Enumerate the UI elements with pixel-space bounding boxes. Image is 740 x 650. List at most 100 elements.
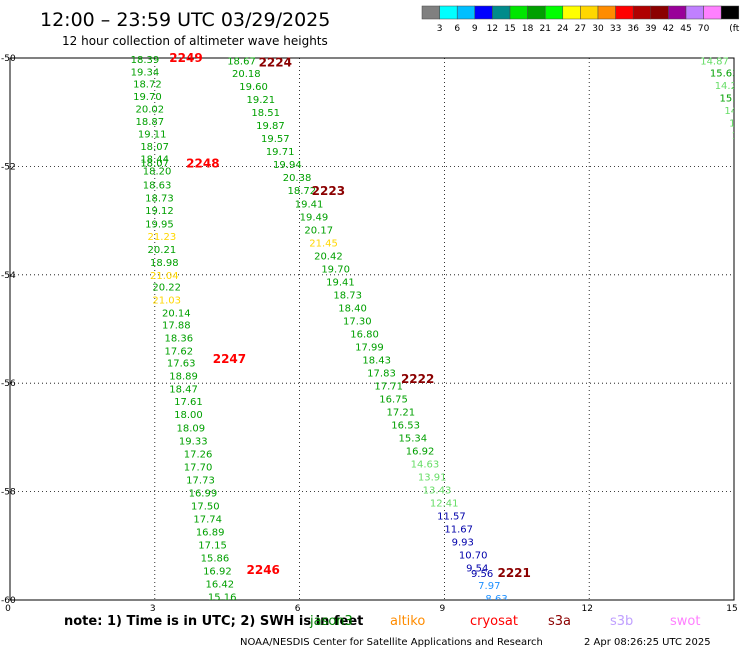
legend-swatch bbox=[421, 5, 440, 20]
wave-height-value: 19.94 bbox=[273, 160, 302, 171]
wave-height-value: 14.63 bbox=[411, 459, 440, 470]
legend-swatch bbox=[720, 5, 740, 20]
satellite-legend-item: s3a bbox=[548, 614, 571, 629]
legend-label: 42 bbox=[663, 24, 674, 34]
wave-height-value: 19.34 bbox=[131, 68, 160, 79]
footer-credit: NOAA/NESDIS Center for Satellite Applica… bbox=[240, 637, 543, 648]
wave-height-value: 8.63 bbox=[485, 594, 507, 605]
wave-height-value: 16.99 bbox=[189, 489, 218, 500]
wave-height-value: 18.47 bbox=[169, 385, 198, 396]
legend-unit: (ft) bbox=[729, 24, 740, 34]
satellite-legend: jason3 altiko cryosat s3a s3b swot bbox=[309, 614, 700, 629]
x-tick-label: 3 bbox=[150, 604, 156, 614]
wave-height-value: 15.86 bbox=[201, 554, 230, 565]
wave-height-value: 13.43 bbox=[423, 485, 452, 496]
footer-timestamp: 2 Apr 08:26:25 UTC 2025 bbox=[584, 637, 711, 648]
wave-height-value: 20.42 bbox=[314, 251, 343, 262]
wave-height-value: 18.98 bbox=[150, 258, 179, 269]
wave-height-value: 19.95 bbox=[145, 219, 174, 230]
wave-height-value: 19.70 bbox=[321, 264, 350, 275]
legend-swatch bbox=[615, 5, 634, 20]
y-tick-label: -54 bbox=[1, 271, 16, 281]
legend-swatch bbox=[562, 5, 581, 20]
legend-swatch bbox=[580, 5, 599, 20]
wave-height-value: 17.70 bbox=[184, 463, 213, 474]
plot-area: 0 3 6 9 12 15-50-52-54-56-58-60 18.3919.3418.… bbox=[1, 51, 740, 614]
track-labels: 2249 2224 2248 2223 2247 2222 2246 2221 bbox=[169, 51, 531, 580]
wave-height-value: 7.97 bbox=[478, 581, 500, 592]
legend-label: 6 bbox=[454, 24, 460, 34]
wave-height-value: 17.88 bbox=[162, 321, 191, 332]
wave-height-value: 9.56 bbox=[471, 569, 493, 580]
legend-swatch bbox=[597, 5, 616, 20]
wave-height-value: 20.22 bbox=[152, 283, 181, 294]
wave-height-value: 10.70 bbox=[459, 550, 488, 561]
wave-height-value: 17.71 bbox=[374, 381, 403, 392]
legend-label: 18 bbox=[522, 24, 534, 34]
wave-height-value: 15.34 bbox=[399, 433, 428, 444]
wave-height-value: 14.03 bbox=[724, 106, 740, 117]
grid-lines bbox=[9, 57, 735, 601]
wave-height-value: 18.72 bbox=[133, 79, 162, 90]
satellite-legend-item: swot bbox=[670, 614, 700, 629]
wave-height-value: 19.87 bbox=[256, 121, 285, 132]
wave-height-value: 19.71 bbox=[266, 147, 295, 158]
track-id-label: 2249 bbox=[169, 51, 202, 65]
wave-height-value: 18.40 bbox=[338, 303, 367, 314]
wave-height-value: 16.53 bbox=[391, 420, 420, 431]
legend-swatch bbox=[632, 5, 652, 20]
wave-height-value: 18.07 bbox=[140, 142, 169, 153]
legend-swatch bbox=[668, 5, 687, 20]
wave-height-value: 19.21 bbox=[247, 95, 276, 106]
plot-frame bbox=[9, 57, 735, 601]
y-tick-label: -52 bbox=[1, 162, 16, 172]
legend-swatch bbox=[650, 5, 669, 20]
wave-height-value: 17.63 bbox=[167, 359, 196, 370]
legend-label: 45 bbox=[680, 24, 691, 34]
wave-height-value: 12.41 bbox=[430, 498, 459, 509]
wave-height-value: 17.99 bbox=[355, 342, 384, 353]
track-id-label: 2248 bbox=[186, 157, 219, 171]
wave-height-value: 17.21 bbox=[386, 407, 415, 418]
wave-height-value: 16.75 bbox=[379, 394, 408, 405]
wave-height-value: 14. bbox=[732, 131, 740, 142]
track-id-label: 2222 bbox=[401, 372, 434, 386]
wave-height-value: 19.57 bbox=[261, 134, 290, 145]
wave-height-value: 19.49 bbox=[300, 212, 329, 223]
wave-height-value: 19.41 bbox=[326, 277, 355, 288]
legend-swatch bbox=[685, 5, 704, 20]
x-tick-label: 0 bbox=[5, 604, 11, 614]
wave-height-value: 19.33 bbox=[179, 437, 208, 448]
wave-height-value: 11.67 bbox=[444, 524, 473, 535]
wave-height-value: 19.41 bbox=[295, 199, 324, 210]
wave-height-value: 18.89 bbox=[169, 372, 198, 383]
wave-height-value: 18.44 bbox=[140, 154, 169, 165]
legend-label: 3 bbox=[437, 24, 443, 34]
legend-swatch bbox=[456, 5, 476, 20]
wave-height-value: 19.60 bbox=[239, 82, 268, 93]
wave-height-value: 20.38 bbox=[283, 173, 312, 184]
x-tick-label: 6 bbox=[295, 604, 301, 614]
wave-height-value: 18.36 bbox=[164, 334, 193, 345]
wave-height-value: 16.80 bbox=[350, 329, 379, 340]
track-id-label: 2247 bbox=[213, 352, 246, 366]
legend-label: 70 bbox=[698, 24, 710, 34]
track-id-label: 2224 bbox=[259, 55, 292, 69]
wave-height-value: 9.54 bbox=[466, 563, 488, 574]
wave-height-value: 18.09 bbox=[177, 424, 206, 435]
x-tick-label: 9 bbox=[440, 604, 446, 614]
legend-label: 12 bbox=[487, 24, 498, 34]
satellite-legend-item: jason3 bbox=[309, 614, 353, 629]
track-id-label: 2221 bbox=[497, 566, 530, 580]
wave-height-value: 18.43 bbox=[362, 355, 391, 366]
wave-height-value: 16.92 bbox=[203, 567, 232, 578]
wave-height-value: 16.92 bbox=[406, 446, 435, 457]
chart-subtitle: 12 hour collection of altimeter wave hei… bbox=[62, 34, 328, 48]
wave-height-value: 11.57 bbox=[437, 511, 466, 522]
wave-height-value: 19.11 bbox=[138, 129, 167, 140]
wave-height-value: 19.12 bbox=[145, 206, 174, 217]
wave-height-value: 15.47 bbox=[729, 118, 740, 129]
wave-height-value: 16.42 bbox=[205, 580, 234, 591]
wave-height-value: 17.50 bbox=[191, 502, 220, 513]
